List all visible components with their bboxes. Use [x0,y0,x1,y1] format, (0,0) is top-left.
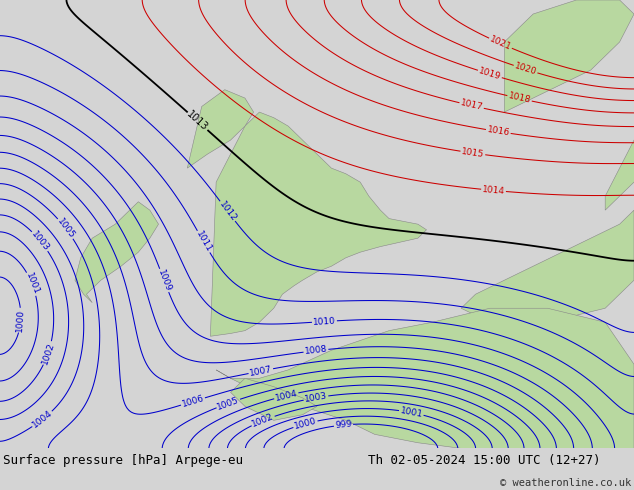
Text: 1011: 1011 [194,229,213,254]
Text: 1012: 1012 [217,199,238,223]
Text: 1009: 1009 [156,268,172,293]
Text: 1005: 1005 [55,217,76,241]
Text: © weatheronline.co.uk: © weatheronline.co.uk [500,477,631,488]
Text: 1003: 1003 [30,229,51,253]
Text: 1002: 1002 [250,412,275,429]
Polygon shape [461,210,634,322]
Text: 1008: 1008 [304,345,328,356]
Text: 1000: 1000 [15,309,26,332]
Polygon shape [605,126,634,210]
Polygon shape [216,308,634,448]
Text: Th 02-05-2024 15:00 UTC (12+27): Th 02-05-2024 15:00 UTC (12+27) [368,454,600,467]
Text: 999: 999 [335,420,353,430]
Text: 1016: 1016 [486,125,510,138]
Text: 1007: 1007 [249,365,273,378]
Text: 1001: 1001 [399,406,424,419]
Text: 1004: 1004 [274,389,299,403]
Text: 1019: 1019 [477,66,502,82]
Text: 1006: 1006 [181,394,205,409]
Text: 1015: 1015 [461,147,485,159]
Polygon shape [231,378,317,420]
Text: 1002: 1002 [40,341,56,366]
Text: 1017: 1017 [460,98,484,113]
Text: 1010: 1010 [313,317,336,327]
Polygon shape [187,90,254,168]
Text: 1014: 1014 [482,185,505,196]
Polygon shape [504,0,634,112]
Polygon shape [75,202,158,303]
Text: 1013: 1013 [185,109,210,133]
Text: 1000: 1000 [293,416,318,431]
Polygon shape [210,112,427,336]
Text: 1018: 1018 [507,92,532,105]
Text: 1004: 1004 [30,409,54,430]
Text: 1005: 1005 [216,395,240,412]
Text: Surface pressure [hPa] Arpege-eu: Surface pressure [hPa] Arpege-eu [3,454,243,467]
Text: 1021: 1021 [488,35,513,52]
Text: 1003: 1003 [304,392,328,404]
Text: 1020: 1020 [514,61,538,77]
Text: 1001: 1001 [23,271,41,296]
